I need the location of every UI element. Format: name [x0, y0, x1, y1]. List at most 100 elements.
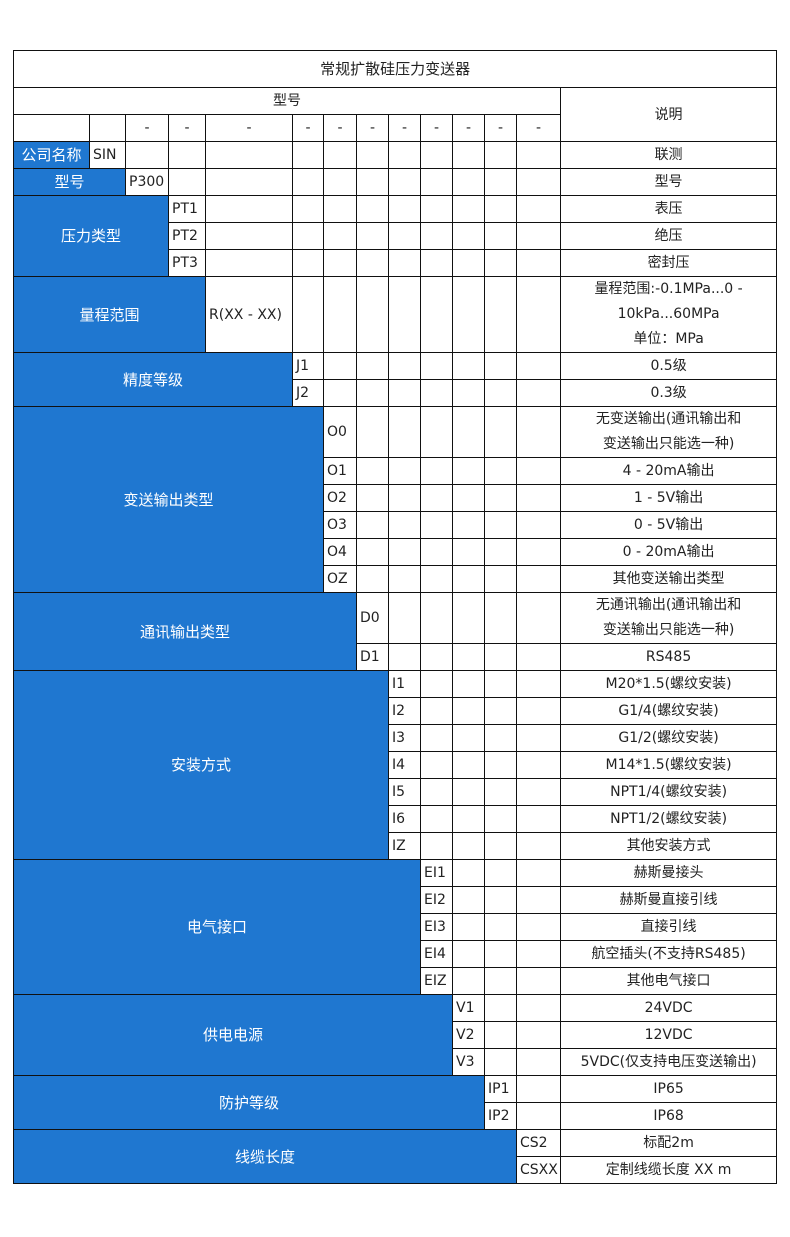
empty-cell — [452, 195, 485, 223]
option-description: 绝压 — [559, 222, 778, 250]
group-label: 量程范围 — [13, 276, 206, 353]
empty-cell — [323, 141, 357, 169]
group-label: 电气接口 — [13, 859, 421, 995]
empty-cell — [452, 859, 485, 887]
option-row: 公司名称 SIN 联测 — [13, 141, 778, 169]
option-code: I3 — [388, 724, 421, 752]
option-row: 精度等级 J1 0.5级 — [13, 352, 778, 407]
option-code: D0 — [356, 592, 389, 644]
empty-cell — [516, 406, 561, 458]
empty-cell — [484, 805, 517, 833]
option-code: J2 — [292, 379, 324, 407]
empty-cell — [420, 222, 453, 250]
empty-cell — [420, 379, 453, 407]
empty-cell — [484, 406, 517, 458]
empty-cell — [452, 724, 485, 752]
empty-cell — [516, 457, 561, 485]
empty-cell — [420, 778, 453, 806]
option-code: O2 — [323, 484, 357, 512]
option-description: 其他变送输出类型 — [559, 565, 778, 593]
spec-table: 常规扩散硅压力变送器 型号 说明 ----------- 公司名称 SIN 联测 型号… — [12, 50, 778, 1184]
empty-cell — [452, 222, 485, 250]
option-code: I4 — [388, 751, 421, 779]
option-code: O1 — [323, 457, 357, 485]
empty-cell — [516, 1048, 561, 1076]
option-row: I2 G1/4(螺纹安装) — [14, 697, 778, 725]
empty-cell — [292, 195, 324, 223]
option-description: 联测 — [559, 141, 778, 169]
option-code: O0 — [323, 406, 357, 458]
empty-cell — [452, 457, 485, 485]
empty-cell — [452, 592, 485, 644]
empty-cell — [356, 484, 389, 512]
empty-cell — [420, 697, 453, 725]
empty-cell — [484, 592, 517, 644]
empty-cell — [452, 168, 485, 196]
option-row: IZ 其他安装方式 — [14, 832, 778, 860]
empty-cell — [420, 538, 453, 566]
empty-cell — [323, 168, 357, 196]
option-row: 安装方式 I1 M20*1.5(螺纹安装) — [13, 670, 778, 860]
option-description: 标配2m — [559, 1129, 778, 1157]
option-code: P300 — [125, 168, 169, 196]
option-description: 5VDC(仅支持电压变送输出) — [559, 1048, 778, 1076]
empty-cell — [420, 352, 453, 380]
empty-cell — [452, 565, 485, 593]
empty-cell — [388, 379, 421, 407]
empty-cell — [420, 832, 453, 860]
separator-cell: - — [516, 114, 561, 142]
empty-cell — [125, 141, 169, 169]
empty-cell — [323, 249, 357, 277]
empty-cell — [356, 511, 389, 539]
empty-cell — [452, 352, 485, 380]
empty-cell — [516, 886, 561, 914]
empty-cell — [484, 643, 517, 671]
option-code: EIZ — [420, 967, 453, 995]
empty-cell — [420, 195, 453, 223]
empty-cell — [516, 592, 561, 644]
option-description: 直接引线 — [559, 913, 778, 941]
empty-cell — [452, 484, 485, 512]
empty-cell — [356, 538, 389, 566]
option-code: V1 — [452, 994, 485, 1022]
empty-cell — [388, 276, 421, 353]
empty-cell — [516, 805, 561, 833]
separator-cell: - — [323, 114, 357, 142]
option-description: G1/2(螺纹安装) — [559, 724, 778, 752]
description-header: 说明 — [559, 87, 778, 142]
separator-cell — [13, 114, 90, 142]
empty-cell — [205, 249, 293, 277]
header-row: 型号 说明 — [13, 87, 778, 142]
separator-cell: - — [125, 114, 169, 142]
empty-cell — [323, 379, 357, 407]
empty-cell — [388, 457, 421, 485]
empty-cell — [168, 168, 206, 196]
option-description: NPT1/4(螺纹安装) — [559, 778, 778, 806]
empty-cell — [205, 195, 293, 223]
empty-cell — [452, 805, 485, 833]
option-row: IP2 IP68 — [14, 1102, 778, 1130]
option-description: 24VDC — [559, 994, 778, 1022]
empty-cell — [484, 1021, 517, 1049]
empty-cell — [420, 168, 453, 196]
empty-cell — [356, 249, 389, 277]
option-description: 1 - 5V输出 — [559, 484, 778, 512]
empty-cell — [356, 276, 389, 353]
empty-cell — [323, 276, 357, 353]
option-code: I2 — [388, 697, 421, 725]
option-description: IP65 — [559, 1075, 778, 1103]
option-code: IP1 — [484, 1075, 517, 1103]
group-label: 变送输出类型 — [13, 406, 324, 593]
empty-cell — [420, 751, 453, 779]
option-code: V3 — [452, 1048, 485, 1076]
empty-cell — [356, 406, 389, 458]
option-code: PT3 — [168, 249, 206, 277]
option-row: O1 4 - 20mA输出 — [14, 457, 778, 485]
option-row: I6 NPT1/2(螺纹安装) — [14, 805, 778, 833]
empty-cell — [323, 222, 357, 250]
empty-cell — [388, 643, 421, 671]
empty-cell — [484, 249, 517, 277]
option-description: 航空插头(不支持RS485) — [559, 940, 778, 968]
option-code: OZ — [323, 565, 357, 593]
option-description: 型号 — [559, 168, 778, 196]
